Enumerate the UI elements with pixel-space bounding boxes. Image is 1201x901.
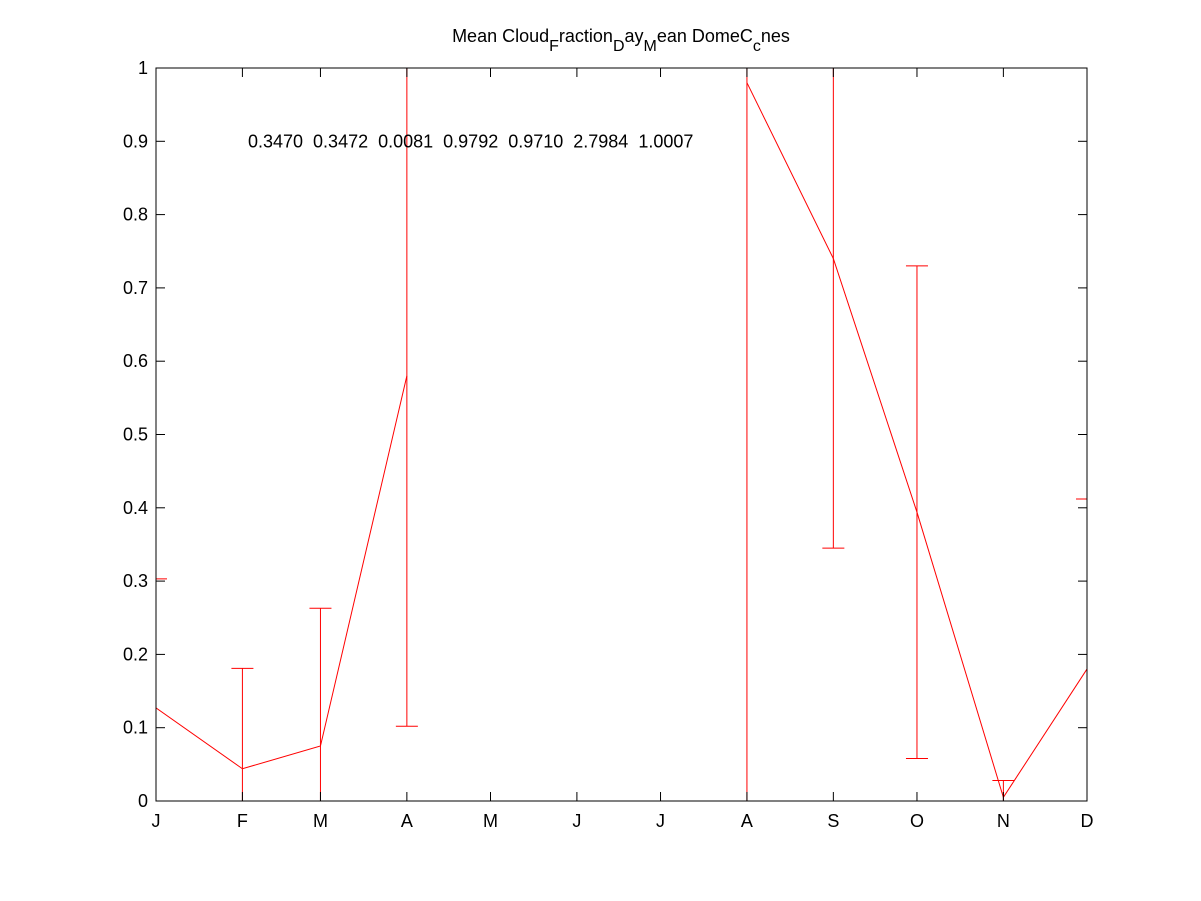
error-bar bbox=[309, 607, 332, 801]
y-tick-label: 0.5 bbox=[123, 425, 148, 445]
plot-area bbox=[156, 68, 1087, 801]
title-part: ean DomeC bbox=[657, 26, 753, 46]
y-tick-label: 0.1 bbox=[123, 718, 148, 738]
error-bar bbox=[1076, 498, 1087, 801]
x-tick-label: O bbox=[910, 811, 924, 831]
y-tick-label: 0.4 bbox=[123, 498, 148, 518]
title-part: Mean Cloud bbox=[452, 26, 549, 46]
x-tick-label: F bbox=[237, 811, 248, 831]
y-tick-label: 0.9 bbox=[123, 131, 148, 151]
y-tick-label: 0 bbox=[138, 791, 148, 811]
title-part: nes bbox=[761, 26, 790, 46]
title-part: D bbox=[613, 38, 625, 55]
x-tick-label: J bbox=[656, 811, 665, 831]
x-tick-label: M bbox=[483, 811, 498, 831]
x-tick-label: D bbox=[1081, 811, 1094, 831]
y-tick-label: 0.6 bbox=[123, 351, 148, 371]
error-bar bbox=[905, 265, 928, 759]
error-bar bbox=[822, 68, 845, 549]
title-part: M bbox=[644, 38, 657, 55]
y-tick-label: 1 bbox=[138, 58, 148, 78]
x-tick-label: J bbox=[152, 811, 161, 831]
x-tick-label: J bbox=[572, 811, 581, 831]
x-tick-label: S bbox=[827, 811, 839, 831]
title-part: ay bbox=[625, 26, 644, 46]
x-tick-label: A bbox=[401, 811, 413, 831]
title-part: c bbox=[753, 38, 761, 55]
title-part: raction bbox=[559, 26, 613, 46]
y-tick-label: 0.7 bbox=[123, 278, 148, 298]
x-tick-label: N bbox=[997, 811, 1010, 831]
error-bar bbox=[746, 68, 748, 801]
error-bar bbox=[395, 68, 418, 727]
x-tick-label: A bbox=[741, 811, 753, 831]
y-tick-label: 0.2 bbox=[123, 644, 148, 664]
annotation: 0.3470 0.3472 0.0081 0.9792 0.9710 2.798… bbox=[248, 131, 693, 151]
error-bar bbox=[231, 667, 254, 801]
y-tick-label: 0.8 bbox=[123, 205, 148, 225]
error-bar bbox=[156, 578, 167, 801]
x-tick-label: M bbox=[313, 811, 328, 831]
y-tick-label: 0.3 bbox=[123, 571, 148, 591]
title-part: F bbox=[549, 38, 559, 55]
chart-title: Mean CloudFractionDayMean DomeCcnes bbox=[452, 26, 790, 55]
